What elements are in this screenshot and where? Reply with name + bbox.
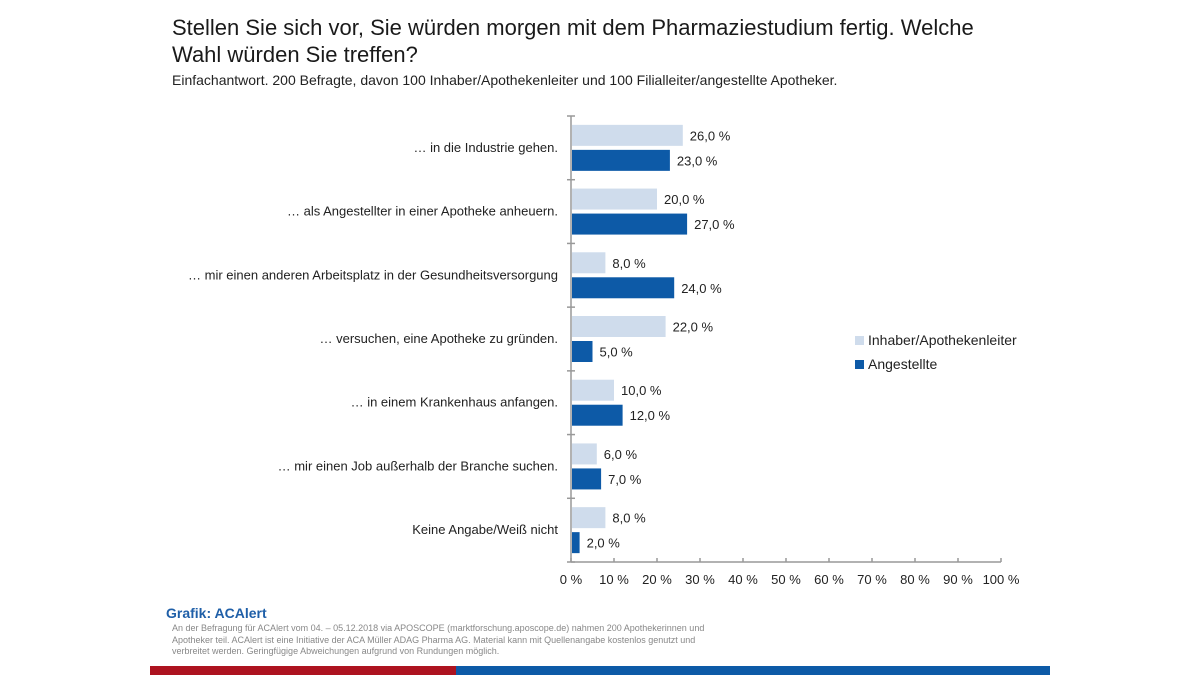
x-tick-label: 50 % (771, 572, 801, 587)
data-label: 24,0 % (681, 281, 722, 296)
x-tick-label: 90 % (943, 572, 973, 587)
source-text: An der Befragung für ACAlert vom 04. – 0… (172, 623, 705, 656)
x-tick-label: 0 % (560, 572, 583, 587)
data-label: 20,0 % (664, 192, 705, 207)
x-tick-label: 20 % (642, 572, 672, 587)
bar-inhaber (572, 507, 606, 529)
x-tick-label: 60 % (814, 572, 844, 587)
data-label: 27,0 % (694, 217, 735, 232)
legend-label: Angestellte (868, 356, 938, 372)
bar-angestellte (572, 468, 602, 490)
bar-inhaber (572, 443, 597, 465)
source-title: Grafik: ACAlert (166, 605, 267, 621)
data-label: 26,0 % (690, 128, 731, 143)
data-label: 10,0 % (621, 383, 662, 398)
legend-item-angestellte: Angestellte (855, 352, 1017, 376)
data-label: 12,0 % (630, 408, 671, 423)
data-label: 22,0 % (673, 320, 714, 335)
x-tick-label: 70 % (857, 572, 887, 587)
data-label: 8,0 % (612, 256, 646, 271)
bar-angestellte (572, 213, 688, 235)
bar-angestellte (572, 277, 675, 299)
category-label: … mir einen Job außerhalb der Branche su… (278, 458, 558, 473)
legend: Inhaber/Apothekenleiter Angestellte (855, 328, 1017, 376)
x-tick-label: 100 % (983, 572, 1020, 587)
legend-label: Inhaber/Apothekenleiter (868, 332, 1017, 348)
bar-inhaber (572, 188, 657, 210)
bar-angestellte (572, 149, 670, 171)
category-label: … versuchen, eine Apotheke zu gründen. (320, 331, 559, 346)
data-label: 5,0 % (600, 345, 634, 360)
x-tick-label: 80 % (900, 572, 930, 587)
bar-angestellte (572, 532, 580, 554)
bar-inhaber (572, 379, 614, 401)
data-label: 23,0 % (677, 153, 718, 168)
x-tick-label: 10 % (599, 572, 629, 587)
bar-angestellte (572, 404, 623, 426)
x-tick-label: 40 % (728, 572, 758, 587)
data-label: 8,0 % (612, 511, 646, 526)
data-label: 6,0 % (604, 447, 638, 462)
legend-swatch (855, 359, 864, 369)
footer-bar-red (150, 666, 456, 675)
category-label: … in die Industrie gehen. (413, 140, 558, 155)
data-label: 2,0 % (587, 536, 621, 551)
category-label: Keine Angabe/Weiß nicht (412, 522, 558, 537)
bar-inhaber (572, 316, 666, 337)
category-label: … als Angestellter in einer Apotheke anh… (287, 204, 558, 219)
bar-angestellte (572, 341, 593, 362)
legend-item-inhaber: Inhaber/Apothekenleiter (855, 328, 1017, 352)
x-tick-label: 30 % (685, 572, 715, 587)
footer-bar-blue (456, 666, 1050, 675)
data-label: 7,0 % (608, 472, 642, 487)
bar-inhaber (572, 252, 606, 274)
category-label: … mir einen anderen Arbeitsplatz in der … (188, 267, 558, 282)
chart-title: Stellen Sie sich vor, Sie würden morgen … (172, 15, 974, 67)
category-label: … in einem Krankenhaus anfangen. (351, 395, 558, 410)
legend-swatch (855, 335, 864, 345)
chart-subtitle: Einfachantwort. 200 Befragte, davon 100 … (172, 72, 838, 88)
bar-inhaber (572, 124, 683, 146)
